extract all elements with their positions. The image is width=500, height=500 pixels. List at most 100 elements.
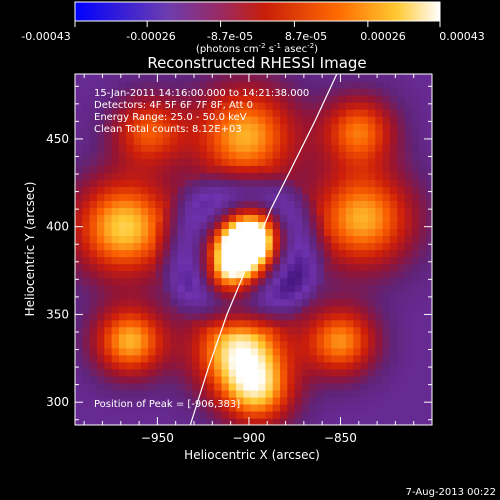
heatmap-cell bbox=[397, 347, 406, 356]
heatmap-cell bbox=[382, 74, 391, 82]
heatmap-cell bbox=[111, 263, 120, 272]
heatmap-cell bbox=[118, 361, 127, 370]
heatmap-cell bbox=[184, 319, 193, 328]
heatmap-cell bbox=[177, 242, 186, 251]
heatmap-cell bbox=[316, 144, 325, 152]
heatmap-cell bbox=[309, 228, 318, 237]
heatmap-cell bbox=[184, 235, 193, 244]
heatmap-cell bbox=[419, 249, 428, 258]
heatmap-cell bbox=[243, 88, 252, 96]
heatmap-cell bbox=[170, 347, 179, 356]
heatmap-cell bbox=[126, 333, 135, 342]
heatmap-cell bbox=[258, 102, 266, 110]
heatmap-cell bbox=[258, 382, 266, 391]
heatmap-cell bbox=[140, 284, 149, 293]
heatmap-cell bbox=[184, 270, 193, 279]
heatmap-cell bbox=[389, 340, 398, 349]
heatmap-cell bbox=[184, 179, 193, 187]
heatmap-cell bbox=[111, 179, 120, 187]
heatmap-cell bbox=[397, 228, 406, 237]
heatmap-cell bbox=[126, 340, 135, 349]
heatmap-cell bbox=[89, 109, 98, 117]
heatmap-cell bbox=[82, 221, 91, 230]
heatmap-cell bbox=[375, 382, 384, 391]
heatmap-cell bbox=[382, 319, 391, 328]
heatmap-cell bbox=[397, 319, 406, 328]
heatmap-cell bbox=[75, 291, 83, 300]
heatmap-cell bbox=[258, 130, 266, 138]
heatmap-cell bbox=[199, 165, 208, 173]
heatmap-cell bbox=[243, 326, 252, 335]
heatmap-cell bbox=[419, 144, 428, 152]
heatmap-cell bbox=[75, 137, 83, 145]
heatmap-cell bbox=[177, 214, 186, 223]
heatmap-cell bbox=[367, 102, 376, 110]
heatmap-cell bbox=[236, 235, 245, 244]
heatmap-cell bbox=[272, 326, 281, 335]
heatmap-cell bbox=[140, 214, 149, 223]
heatmap-cell bbox=[360, 74, 369, 82]
heatmap-cell bbox=[140, 207, 149, 215]
heatmap-cell bbox=[294, 354, 303, 363]
heatmap-cell bbox=[419, 179, 428, 187]
heatmap-cell bbox=[148, 368, 157, 377]
heatmap-cell bbox=[140, 172, 149, 180]
heatmap-cell bbox=[177, 186, 186, 194]
heatmap-cell bbox=[236, 298, 245, 307]
heatmap-cell bbox=[104, 144, 113, 152]
heatmap-cell bbox=[243, 200, 252, 208]
heatmap-cell bbox=[162, 368, 171, 377]
heatmap-cell bbox=[75, 389, 83, 398]
heatmap-cell bbox=[177, 179, 186, 187]
heatmap-cell bbox=[309, 249, 318, 258]
heatmap-cell bbox=[75, 249, 83, 258]
heatmap-cell bbox=[184, 291, 193, 300]
heatmap-cell bbox=[75, 74, 83, 82]
heatmap-cell bbox=[111, 235, 120, 244]
heatmap-cell bbox=[389, 368, 398, 377]
heatmap-cell bbox=[280, 403, 288, 412]
heatmap-cell bbox=[221, 291, 230, 300]
heatmap-cell bbox=[111, 368, 120, 377]
heatmap-cell bbox=[272, 179, 281, 187]
heatmap-cell bbox=[206, 305, 215, 314]
heatmap-cell bbox=[367, 193, 376, 201]
heatmap-cell bbox=[367, 291, 376, 300]
heatmap-cell bbox=[228, 298, 237, 307]
heatmap-cell bbox=[353, 319, 362, 328]
heatmap-cell bbox=[177, 137, 186, 145]
heatmap-cell bbox=[287, 347, 296, 356]
heatmap-cell bbox=[316, 389, 325, 398]
heatmap-cell bbox=[309, 403, 318, 412]
heatmap-cell bbox=[287, 284, 296, 293]
heatmap-cell bbox=[206, 172, 215, 180]
heatmap-cell bbox=[272, 249, 281, 258]
heatmap-cell bbox=[148, 305, 157, 314]
heatmap-cell bbox=[426, 74, 432, 82]
heatmap-cell bbox=[382, 123, 391, 131]
heatmap-cell bbox=[214, 130, 223, 138]
heatmap-cell bbox=[104, 221, 113, 230]
heatmap-cell bbox=[89, 179, 98, 187]
heatmap-cell bbox=[375, 354, 384, 363]
heatmap-cell bbox=[353, 270, 362, 279]
heatmap-cell bbox=[309, 361, 318, 370]
heatmap-cell bbox=[309, 109, 318, 117]
heatmap-cell bbox=[411, 354, 420, 363]
heatmap-cell bbox=[382, 361, 391, 370]
heatmap-cell bbox=[389, 81, 398, 89]
heatmap-cell bbox=[426, 277, 432, 286]
heatmap-cell bbox=[221, 158, 230, 166]
heatmap-cell bbox=[82, 179, 91, 187]
heatmap-cell bbox=[353, 214, 362, 223]
heatmap-cell bbox=[75, 305, 83, 314]
heatmap-cell bbox=[155, 102, 164, 110]
heatmap-cell bbox=[148, 137, 157, 145]
heatmap-cell bbox=[155, 207, 164, 215]
heatmap-cell bbox=[206, 291, 215, 300]
heatmap-cell bbox=[280, 74, 288, 82]
heatmap-cell bbox=[338, 403, 347, 412]
heatmap-cell bbox=[199, 228, 208, 237]
heatmap-cell bbox=[162, 361, 171, 370]
heatmap-cell bbox=[353, 382, 362, 391]
